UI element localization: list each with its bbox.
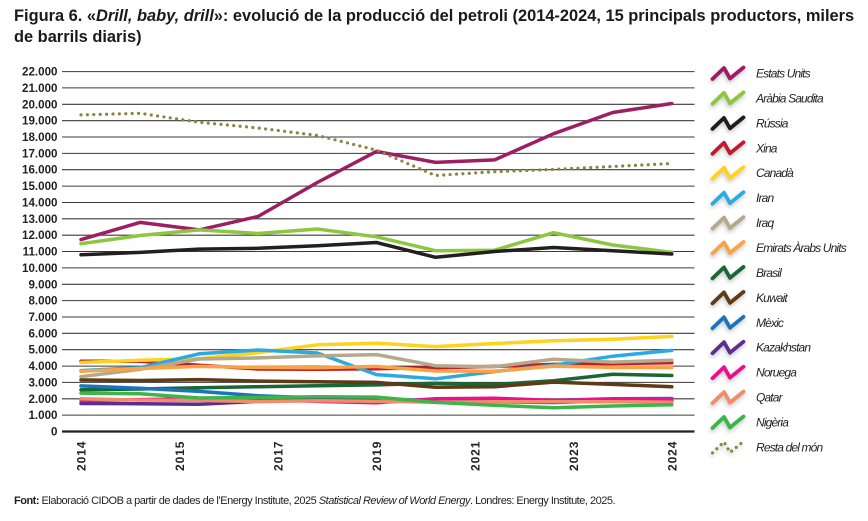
svg-text:10.000: 10.000	[22, 262, 57, 275]
svg-text:Rússia: Rússia	[756, 116, 789, 130]
svg-text:15.000: 15.000	[22, 180, 57, 193]
svg-text:Resta del món: Resta del món	[756, 440, 823, 454]
svg-text:2014: 2014	[75, 441, 89, 471]
svg-text:12.000: 12.000	[22, 229, 57, 242]
svg-text:5.000: 5.000	[28, 344, 57, 357]
svg-text:3.000: 3.000	[28, 376, 57, 389]
svg-text:Xina: Xina	[755, 141, 778, 155]
svg-text:Iraq: Iraq	[756, 216, 774, 230]
svg-text:Canadà: Canadà	[756, 166, 794, 180]
svg-text:2024: 2024	[665, 441, 679, 471]
svg-text:1.000: 1.000	[28, 409, 57, 422]
svg-text:13.000: 13.000	[22, 213, 57, 226]
svg-text:Iran: Iran	[756, 191, 774, 205]
svg-text:16.000: 16.000	[22, 164, 57, 177]
svg-text:7.000: 7.000	[28, 311, 57, 324]
svg-text:4.000: 4.000	[28, 360, 57, 373]
svg-text:17.000: 17.000	[22, 147, 57, 160]
svg-text:Brasil: Brasil	[756, 266, 782, 280]
svg-text:19.000: 19.000	[22, 115, 57, 128]
svg-text:Kuwait: Kuwait	[756, 291, 788, 305]
svg-text:Kazakhstan: Kazakhstan	[756, 341, 811, 355]
svg-text:14.000: 14.000	[22, 197, 57, 210]
svg-text:2023: 2023	[567, 441, 581, 471]
svg-text:Nigèria: Nigèria	[756, 416, 789, 430]
svg-text:9.000: 9.000	[28, 278, 57, 291]
svg-text:Aràbia Saudita: Aràbia Saudita	[755, 91, 824, 105]
svg-text:Emirats Àrabs Units: Emirats Àrabs Units	[756, 240, 847, 255]
svg-text:20.000: 20.000	[22, 98, 57, 111]
svg-text:6.000: 6.000	[28, 327, 57, 340]
svg-text:8.000: 8.000	[28, 295, 57, 308]
svg-text:2.000: 2.000	[28, 393, 57, 406]
svg-text:Qatar: Qatar	[756, 391, 784, 405]
svg-text:Estats Units: Estats Units	[756, 67, 811, 81]
svg-text:11.000: 11.000	[23, 246, 58, 259]
svg-text:Mèxic: Mèxic	[756, 316, 784, 330]
svg-text:0: 0	[51, 426, 57, 439]
svg-text:2015: 2015	[173, 441, 187, 471]
svg-text:21.000: 21.000	[22, 82, 57, 95]
svg-text:2017: 2017	[272, 441, 286, 471]
svg-text:2021: 2021	[468, 441, 482, 471]
svg-text:22.000: 22.000	[22, 66, 57, 79]
svg-text:18.000: 18.000	[22, 131, 57, 144]
svg-text:Noruega: Noruega	[756, 366, 797, 380]
svg-text:2019: 2019	[370, 441, 384, 471]
